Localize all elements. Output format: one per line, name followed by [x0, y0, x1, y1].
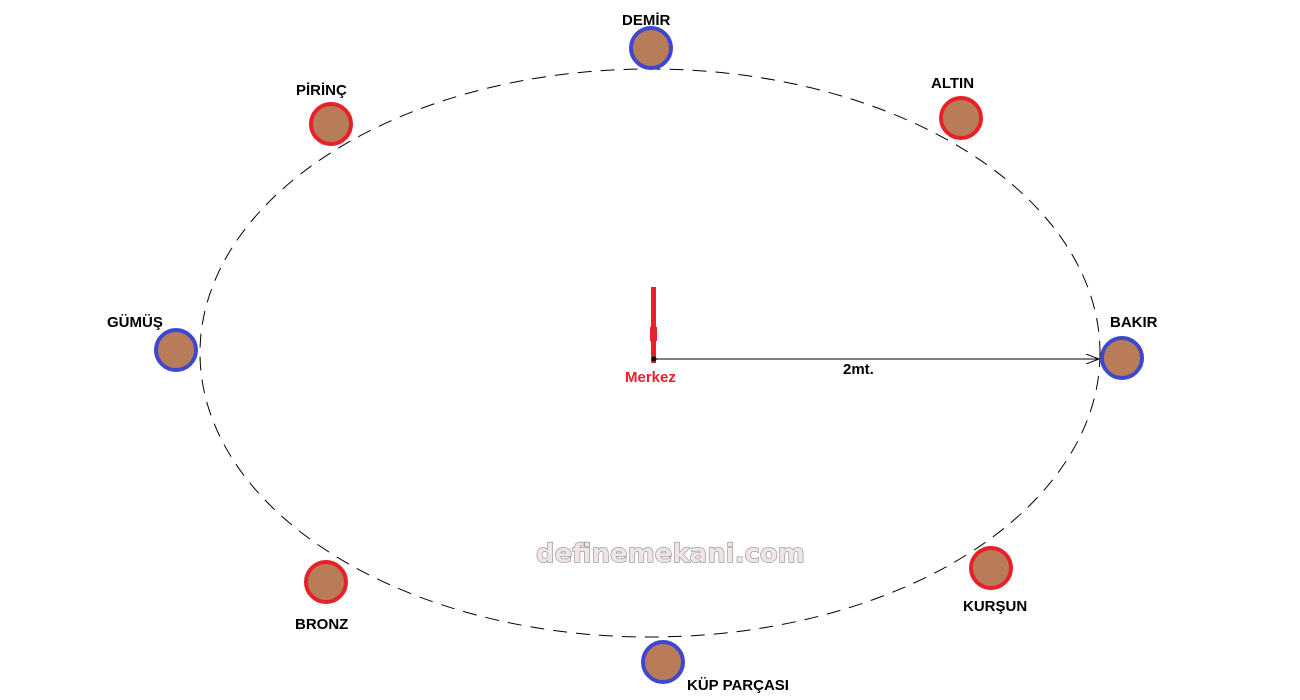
marker-circle	[629, 26, 673, 70]
marker-circle	[309, 102, 353, 146]
marker-label: GÜMÜŞ	[107, 314, 163, 331]
marker-circle	[1100, 336, 1144, 380]
marker-circle	[304, 560, 348, 604]
marker-7: KURŞUN	[963, 546, 1027, 615]
marker-2: ALTIN	[931, 75, 983, 140]
marker-circle	[969, 546, 1013, 590]
center-stake-band	[650, 327, 657, 341]
center-point	[651, 356, 657, 362]
marker-label: PİRİNÇ	[296, 82, 347, 99]
marker-5: BAKIR	[1100, 314, 1158, 380]
center-stake	[651, 287, 656, 363]
marker-label: KÜP PARÇASI	[687, 677, 789, 694]
marker-3: PİRİNÇ	[296, 82, 353, 146]
center-label: Merkez	[625, 369, 676, 386]
marker-label: ALTIN	[931, 75, 974, 92]
watermark: definemekani.com	[536, 539, 805, 569]
marker-circle	[641, 640, 685, 684]
marker-8: KÜP PARÇASI	[641, 640, 789, 694]
marker-1: DEMİR	[622, 12, 673, 70]
marker-6: BRONZ	[295, 560, 348, 633]
marker-label: DEMİR	[622, 12, 671, 29]
marker-label: KURŞUN	[963, 598, 1027, 615]
marker-label: BAKIR	[1110, 314, 1158, 331]
radius-label: 2mt.	[843, 361, 874, 378]
marker-circle	[154, 328, 198, 372]
marker-label: BRONZ	[295, 616, 348, 633]
marker-circle	[939, 96, 983, 140]
marker-4: GÜMÜŞ	[107, 314, 198, 372]
